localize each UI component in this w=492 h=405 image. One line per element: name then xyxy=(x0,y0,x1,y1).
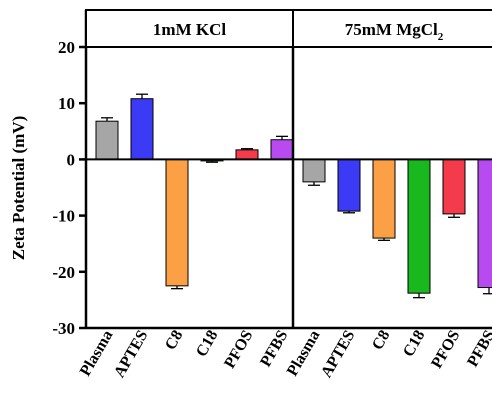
x-tick-label: C18 xyxy=(193,328,222,360)
panel-mgcl2-title: 75mM MgCl2 xyxy=(345,20,444,43)
x-tick-label: PFOS xyxy=(428,327,463,371)
y-axis-label: Zeta Potential (mV) xyxy=(9,116,28,260)
x-tick-label: C8 xyxy=(369,328,394,353)
bar-pfos xyxy=(442,158,466,215)
y-axis: 20 10 0 -10 -20 -30 Zeta Potential (mV) xyxy=(9,10,88,338)
bar-plasma xyxy=(95,120,119,160)
panel-mgcl2-header-box xyxy=(292,9,492,48)
panel-mgcl2-bars xyxy=(302,158,492,299)
x-tick-label: PFBS xyxy=(257,327,291,369)
panel-kcl: 1mM KCl xyxy=(85,9,294,290)
x-tick-label: PFBS xyxy=(464,327,492,369)
panel-kcl-title: 1mM KCl xyxy=(153,20,226,39)
y-tick-label: -20 xyxy=(52,263,75,282)
bar-plasma xyxy=(302,158,326,183)
y-tick-label: -30 xyxy=(52,319,75,338)
y-tick-label: 10 xyxy=(58,94,75,113)
x-tick-label: APTES xyxy=(111,327,152,380)
y-ticks: 20 10 0 -10 -20 -30 xyxy=(52,38,86,338)
bar-pfbs xyxy=(477,158,492,289)
bar-c8 xyxy=(372,158,396,239)
bar-c18 xyxy=(407,158,431,294)
y-tick-label: 20 xyxy=(58,38,75,57)
x-tick-label: PFOS xyxy=(221,327,256,371)
panel-mgcl2: 75mM MgCl2 xyxy=(292,9,492,299)
panel-kcl-bars xyxy=(95,93,294,290)
panel-kcl-header-box xyxy=(85,9,294,48)
x-tick-label: APTES xyxy=(318,327,359,380)
bar-c8 xyxy=(165,158,189,287)
y-tick-label: -10 xyxy=(52,207,75,226)
bar-pfos xyxy=(235,149,259,160)
panel-mgcl2-title-subscript: 2 xyxy=(438,31,444,43)
bar-aptes xyxy=(130,98,154,160)
x-tick-label: C8 xyxy=(162,328,187,353)
bar-pfbs xyxy=(270,139,294,160)
panel-mgcl2-title-main: 75mM MgCl xyxy=(345,20,438,39)
y-tick-label: 0 xyxy=(67,150,76,169)
bar-aptes xyxy=(337,158,361,212)
x-tick-label: C18 xyxy=(400,328,429,360)
